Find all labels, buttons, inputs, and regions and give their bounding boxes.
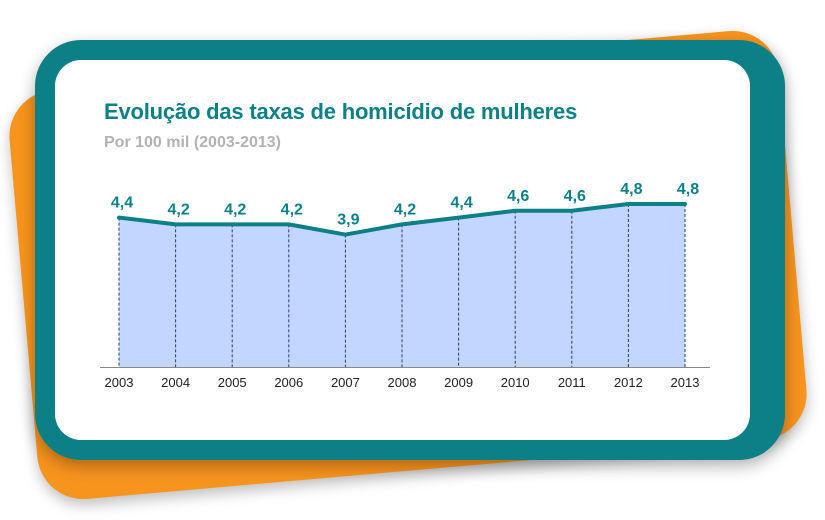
x-tick-label-2009: 2009 xyxy=(444,375,473,390)
x-tick-label-2007: 2007 xyxy=(331,375,360,390)
value-label-2011: 4,6 xyxy=(564,188,586,205)
x-tick-label-2012: 2012 xyxy=(614,375,643,390)
value-label-2009: 4,4 xyxy=(450,195,472,212)
value-label-2007: 3,9 xyxy=(337,212,359,229)
x-tick-label-2004: 2004 xyxy=(161,375,190,390)
value-label-2010: 4,6 xyxy=(507,188,529,205)
x-tick-label-2005: 2005 xyxy=(218,375,247,390)
value-label-2003: 4,4 xyxy=(111,195,133,212)
x-tick-label-2006: 2006 xyxy=(274,375,303,390)
chart-subtitle: Por 100 mil (2003-2013) xyxy=(104,134,281,151)
x-tick-label-2013: 2013 xyxy=(671,375,700,390)
value-label-2013: 4,8 xyxy=(677,181,699,198)
value-label-2012: 4,8 xyxy=(620,181,642,198)
x-tick-label-2008: 2008 xyxy=(388,375,417,390)
value-label-2008: 4,2 xyxy=(394,201,416,218)
value-label-2005: 4,2 xyxy=(224,201,246,218)
chart-title: Evolução das taxas de homicídio de mulhe… xyxy=(104,99,578,124)
series-line xyxy=(117,202,687,237)
x-tick-label-2003: 2003 xyxy=(105,375,134,390)
value-label-2006: 4,2 xyxy=(281,201,303,218)
x-tick-label-2010: 2010 xyxy=(501,375,530,390)
value-label-2004: 4,2 xyxy=(167,201,189,218)
x-tick-label-2011: 2011 xyxy=(558,375,586,390)
